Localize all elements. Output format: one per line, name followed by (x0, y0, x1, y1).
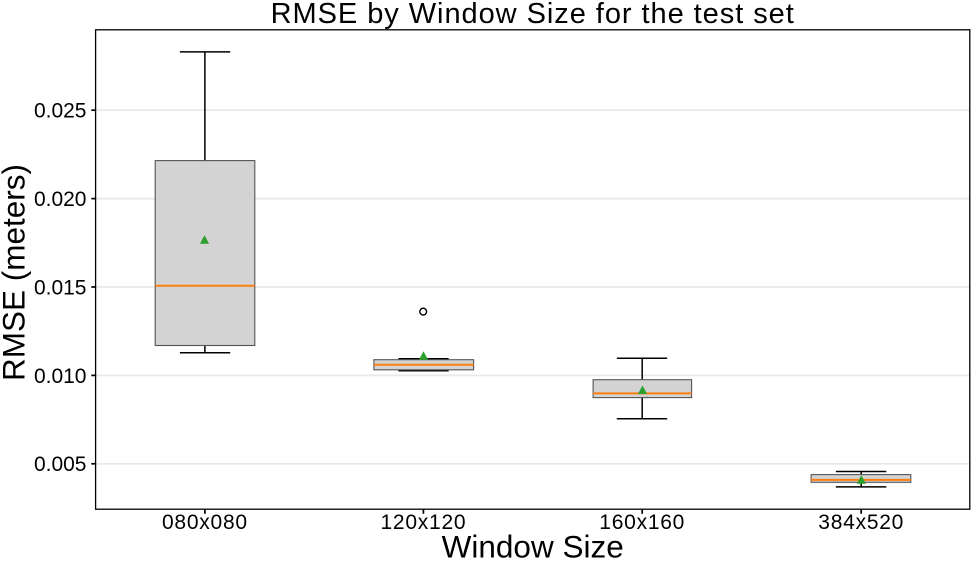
svg-text:0.005: 0.005 (34, 453, 87, 476)
svg-text:160x160: 160x160 (599, 511, 685, 534)
svg-text:RMSE by Window Size for the te: RMSE by Window Size for the test set (271, 0, 795, 30)
svg-text:080x080: 080x080 (162, 511, 248, 534)
svg-text:0.020: 0.020 (34, 188, 87, 211)
svg-text:0.025: 0.025 (34, 100, 87, 123)
svg-text:0.015: 0.015 (34, 276, 87, 299)
svg-text:Window Size: Window Size (442, 529, 624, 564)
svg-text:384x520: 384x520 (818, 511, 904, 534)
svg-text:RMSE (meters): RMSE (meters) (0, 164, 32, 381)
svg-text:0.010: 0.010 (34, 365, 87, 388)
svg-text:120x120: 120x120 (380, 511, 466, 534)
